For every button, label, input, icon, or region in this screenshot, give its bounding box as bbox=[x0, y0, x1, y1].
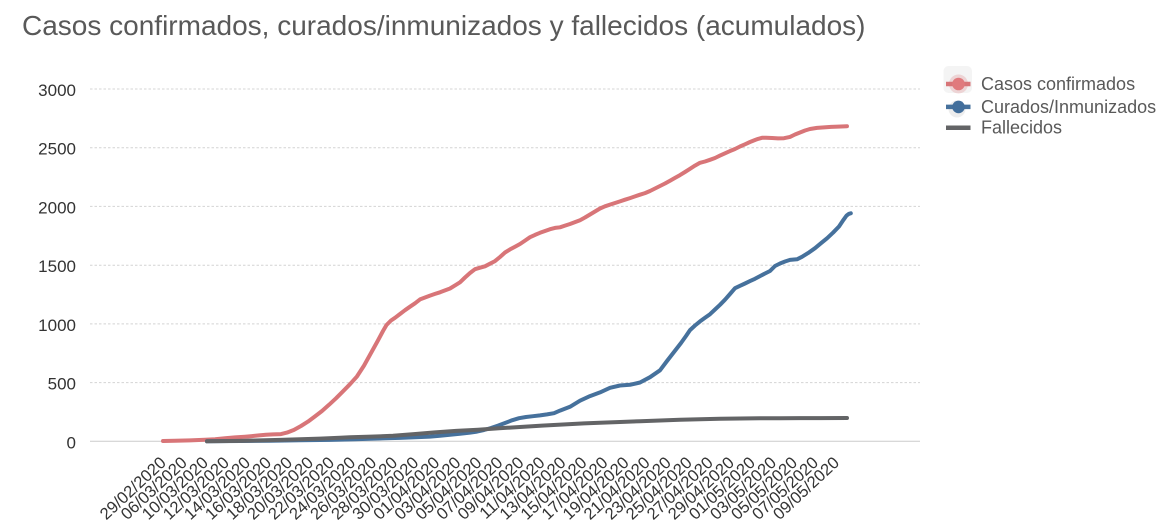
svg-text:Casos confirmados: Casos confirmados bbox=[981, 74, 1135, 94]
svg-text:1000: 1000 bbox=[38, 316, 76, 335]
svg-text:2500: 2500 bbox=[38, 140, 76, 159]
svg-text:Fallecidos: Fallecidos bbox=[981, 118, 1062, 138]
svg-text:1500: 1500 bbox=[38, 257, 76, 276]
svg-text:2000: 2000 bbox=[38, 198, 76, 217]
svg-text:3000: 3000 bbox=[38, 81, 76, 100]
svg-text:500: 500 bbox=[48, 375, 76, 394]
svg-text:Casos confirmados, curados/inm: Casos confirmados, curados/inmunizados y… bbox=[22, 10, 866, 41]
svg-text:0: 0 bbox=[67, 433, 76, 452]
svg-text:Curados/Inmunizados: Curados/Inmunizados bbox=[981, 97, 1156, 117]
